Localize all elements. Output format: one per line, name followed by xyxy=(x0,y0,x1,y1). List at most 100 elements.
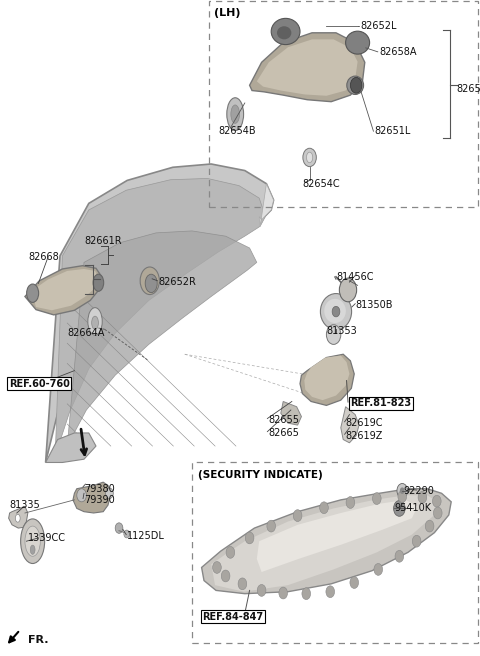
Text: 82650: 82650 xyxy=(456,83,480,94)
Ellipse shape xyxy=(227,98,244,131)
Text: 82654C: 82654C xyxy=(302,178,340,189)
Circle shape xyxy=(412,535,421,547)
Ellipse shape xyxy=(93,274,104,291)
Circle shape xyxy=(213,562,221,573)
Circle shape xyxy=(339,278,357,302)
Ellipse shape xyxy=(347,76,364,94)
Circle shape xyxy=(433,507,442,519)
Text: REF.84-847: REF.84-847 xyxy=(203,611,264,622)
Circle shape xyxy=(293,510,302,522)
Circle shape xyxy=(279,587,288,599)
Polygon shape xyxy=(300,354,354,405)
Ellipse shape xyxy=(88,308,102,335)
Polygon shape xyxy=(341,407,359,443)
Polygon shape xyxy=(46,164,274,462)
Circle shape xyxy=(320,502,328,514)
Polygon shape xyxy=(46,433,96,462)
Polygon shape xyxy=(281,401,301,425)
Text: 92290: 92290 xyxy=(403,485,434,496)
Text: FR.: FR. xyxy=(28,634,48,645)
Circle shape xyxy=(226,546,235,558)
Text: 82652L: 82652L xyxy=(360,21,396,31)
Ellipse shape xyxy=(145,274,157,293)
Bar xyxy=(209,1,478,207)
Ellipse shape xyxy=(271,18,300,45)
Circle shape xyxy=(302,588,311,600)
Circle shape xyxy=(326,325,341,344)
Circle shape xyxy=(395,550,404,562)
Ellipse shape xyxy=(140,267,159,295)
Ellipse shape xyxy=(346,31,370,54)
Ellipse shape xyxy=(15,514,20,522)
Circle shape xyxy=(372,493,381,504)
Circle shape xyxy=(115,523,123,533)
Circle shape xyxy=(425,520,434,532)
Ellipse shape xyxy=(277,26,291,39)
Ellipse shape xyxy=(303,148,316,167)
Circle shape xyxy=(350,77,362,93)
Ellipse shape xyxy=(92,316,98,329)
Text: 81353: 81353 xyxy=(326,325,357,336)
Text: 82664A: 82664A xyxy=(67,328,105,338)
Text: 82651L: 82651L xyxy=(374,126,411,136)
Text: 82661R: 82661R xyxy=(84,236,121,246)
Text: 82654B: 82654B xyxy=(218,126,256,136)
Text: 79390: 79390 xyxy=(84,495,115,505)
Text: 82668: 82668 xyxy=(29,252,60,262)
Polygon shape xyxy=(211,495,438,592)
Polygon shape xyxy=(250,33,365,102)
Circle shape xyxy=(432,495,441,507)
Ellipse shape xyxy=(30,545,35,554)
Circle shape xyxy=(77,489,86,502)
Circle shape xyxy=(332,306,340,317)
Polygon shape xyxy=(257,500,418,572)
Text: 82619Z: 82619Z xyxy=(346,430,383,441)
Circle shape xyxy=(350,577,359,588)
Circle shape xyxy=(397,483,408,498)
Ellipse shape xyxy=(27,284,38,302)
Circle shape xyxy=(106,488,113,499)
Text: 1125DL: 1125DL xyxy=(127,531,165,541)
Text: 82652R: 82652R xyxy=(158,277,196,287)
Text: REF.81-823: REF.81-823 xyxy=(350,398,411,409)
Circle shape xyxy=(124,530,130,538)
Polygon shape xyxy=(25,266,102,315)
Circle shape xyxy=(394,501,405,516)
Circle shape xyxy=(346,497,355,508)
Circle shape xyxy=(398,491,407,502)
Ellipse shape xyxy=(307,152,313,163)
Polygon shape xyxy=(67,231,257,446)
Text: 81350B: 81350B xyxy=(355,300,393,310)
Ellipse shape xyxy=(25,526,40,556)
Ellipse shape xyxy=(231,105,240,123)
Polygon shape xyxy=(259,184,274,226)
Bar xyxy=(192,462,478,643)
Circle shape xyxy=(326,586,335,598)
Polygon shape xyxy=(304,356,349,400)
Polygon shape xyxy=(202,489,451,594)
Circle shape xyxy=(267,520,276,532)
Text: 82655: 82655 xyxy=(269,415,300,425)
Polygon shape xyxy=(55,178,265,456)
Text: 81335: 81335 xyxy=(10,500,40,510)
Text: 95410K: 95410K xyxy=(395,503,432,514)
Polygon shape xyxy=(31,269,98,310)
Polygon shape xyxy=(257,39,358,96)
Polygon shape xyxy=(73,482,110,513)
Ellipse shape xyxy=(21,519,45,564)
Ellipse shape xyxy=(321,293,351,329)
Text: 79380: 79380 xyxy=(84,483,115,494)
Text: 82658A: 82658A xyxy=(379,47,417,58)
Polygon shape xyxy=(9,506,28,528)
Text: (SECURITY INDICATE): (SECURITY INDICATE) xyxy=(198,470,323,480)
Text: 82665: 82665 xyxy=(269,428,300,438)
Circle shape xyxy=(400,487,405,494)
Text: 1339CC: 1339CC xyxy=(28,533,66,543)
Circle shape xyxy=(418,491,427,503)
Circle shape xyxy=(238,578,247,590)
Text: (LH): (LH) xyxy=(214,8,240,18)
Ellipse shape xyxy=(324,298,346,323)
Circle shape xyxy=(221,570,230,582)
Text: REF.60-760: REF.60-760 xyxy=(9,379,70,389)
Text: 82619C: 82619C xyxy=(346,418,383,428)
